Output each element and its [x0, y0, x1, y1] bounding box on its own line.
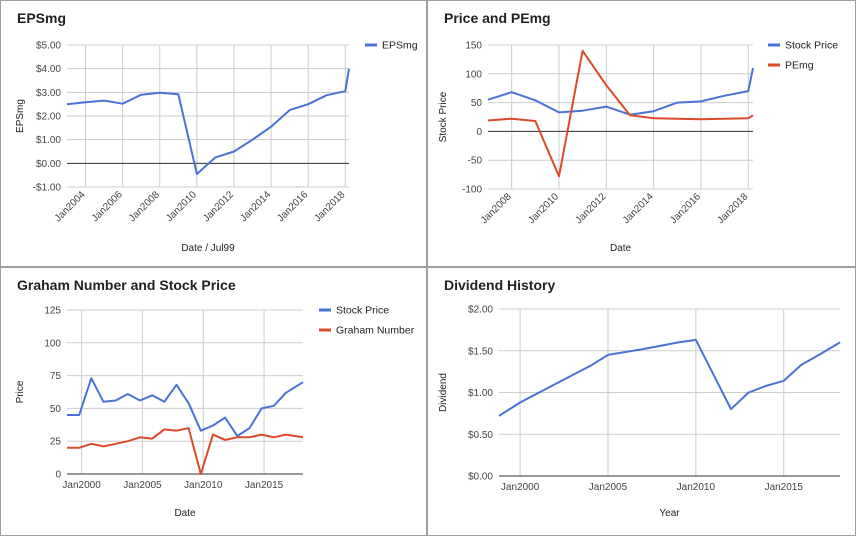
x-tick-label: Jan2018 — [312, 189, 347, 224]
legend-label: PEmg — [785, 60, 814, 72]
eps-chart-panel: EPSmg $5.00 $4.00 $3.00 $2.00 $1.00 $0.00 -$1.0… — [1, 1, 426, 266]
y-tick-label: 25 — [50, 437, 62, 448]
x-tick-label: Jan2008 — [127, 189, 162, 224]
series-line-0 — [498, 338, 841, 417]
y-tick-label: $2.00 — [468, 305, 493, 316]
chart-title: Graham Number and Stock Price — [17, 277, 236, 293]
y-tick-label: $5.00 — [36, 41, 61, 52]
chart-title: EPSmg — [17, 10, 66, 26]
x-tick-label: Jan2018 — [715, 191, 750, 226]
y-tick-label: 75 — [50, 371, 62, 382]
x-tick-label: Jan2000 — [501, 482, 540, 493]
y-tick-label: $3.00 — [36, 88, 61, 99]
y-axis-title: EPSmg — [15, 99, 26, 133]
x-tick-label: Jan2016 — [668, 191, 703, 226]
x-tick-label: Jan2005 — [123, 480, 162, 491]
y-tick-label: $1.00 — [468, 388, 493, 399]
legend-label: EPSmg — [382, 40, 418, 52]
series-line-graham-number — [67, 427, 304, 475]
legend-label: Stock Price — [336, 305, 389, 317]
y-tick-label: 100 — [44, 338, 61, 349]
chart-title: Dividend History — [444, 277, 555, 293]
x-axis-title: Date — [610, 243, 632, 254]
y-tick-label: 125 — [44, 306, 61, 317]
x-axis-title: Date / Jul99 — [181, 243, 235, 254]
y-tick-label: 150 — [465, 41, 482, 52]
dividend-chart-panel: Dividend History $2.00 $1.50 $1.00 $0.50 $0.0… — [428, 268, 855, 535]
x-tick-label: Jan2016 — [275, 189, 310, 224]
y-tick-label: 100 — [465, 69, 482, 80]
x-tick-label: Jan2010 — [184, 480, 223, 491]
dividend-chart: Dividend History $2.00 $1.50 $1.00 $0.50 $0.0… — [438, 277, 841, 519]
x-tick-label: Jan2014 — [238, 189, 273, 224]
y-tick-label: -100 — [462, 185, 482, 196]
series-line-stock-price — [67, 377, 304, 437]
legend-label: Graham Number — [336, 325, 415, 337]
x-axis-title: Date — [174, 508, 196, 519]
y-tick-label: $4.00 — [36, 64, 61, 75]
y-tick-label: $2.00 — [36, 112, 61, 123]
y-tick-label: $0.00 — [36, 159, 61, 170]
x-tick-label: Jan2010 — [526, 191, 561, 226]
graham-chart-panel: Graham Number and Stock Price 125 100 75 50 2… — [1, 268, 426, 535]
price-pe-chart-panel: Price and PEmg 150 100 50 0 -50 -100 Jan2008 Jan… — [428, 1, 855, 266]
y-tick-label: -$1.00 — [33, 183, 62, 194]
x-tick-label: Jan2010 — [677, 482, 716, 493]
y-tick-label: 0 — [476, 127, 482, 138]
x-tick-label: Jan2015 — [245, 480, 284, 491]
eps-chart: EPSmg $5.00 $4.00 $3.00 $2.00 $1.00 $0.00 -$1.0… — [15, 10, 418, 254]
series-line-pemg — [487, 49, 754, 178]
y-axis-title: Dividend — [438, 373, 449, 412]
x-tick-label: Jan2012 — [201, 189, 236, 224]
y-tick-label: 50 — [471, 98, 483, 109]
y-tick-label: 0 — [55, 470, 61, 481]
x-tick-label: Jan2015 — [765, 482, 804, 493]
x-tick-label: Jan2012 — [574, 191, 609, 226]
y-tick-label: -50 — [468, 156, 483, 167]
chart-title: Price and PEmg — [444, 10, 551, 26]
x-axis-title: Year — [659, 508, 680, 519]
y-axis-title: Price — [15, 380, 26, 403]
y-tick-label: $1.00 — [36, 135, 61, 146]
x-tick-label: Jan2004 — [53, 189, 88, 224]
y-tick-label: $1.50 — [468, 346, 493, 357]
y-tick-label: 50 — [50, 404, 62, 415]
x-tick-label: Jan2006 — [90, 189, 125, 224]
series-line-epsmg — [66, 68, 350, 175]
y-tick-label: $0.00 — [468, 472, 493, 483]
y-tick-label: $0.50 — [468, 430, 493, 441]
legend-label: Stock Price — [785, 40, 838, 52]
graham-chart: Graham Number and Stock Price 125 100 75 50 2… — [15, 277, 415, 519]
series-line-stock-price — [487, 67, 754, 116]
y-axis-title: Stock Price — [438, 91, 449, 142]
x-tick-label: Jan2005 — [589, 482, 628, 493]
x-tick-label: Jan2014 — [621, 191, 656, 226]
x-tick-label: Jan2008 — [479, 191, 514, 226]
x-tick-label: Jan2010 — [164, 189, 199, 224]
x-tick-label: Jan2000 — [62, 480, 101, 491]
